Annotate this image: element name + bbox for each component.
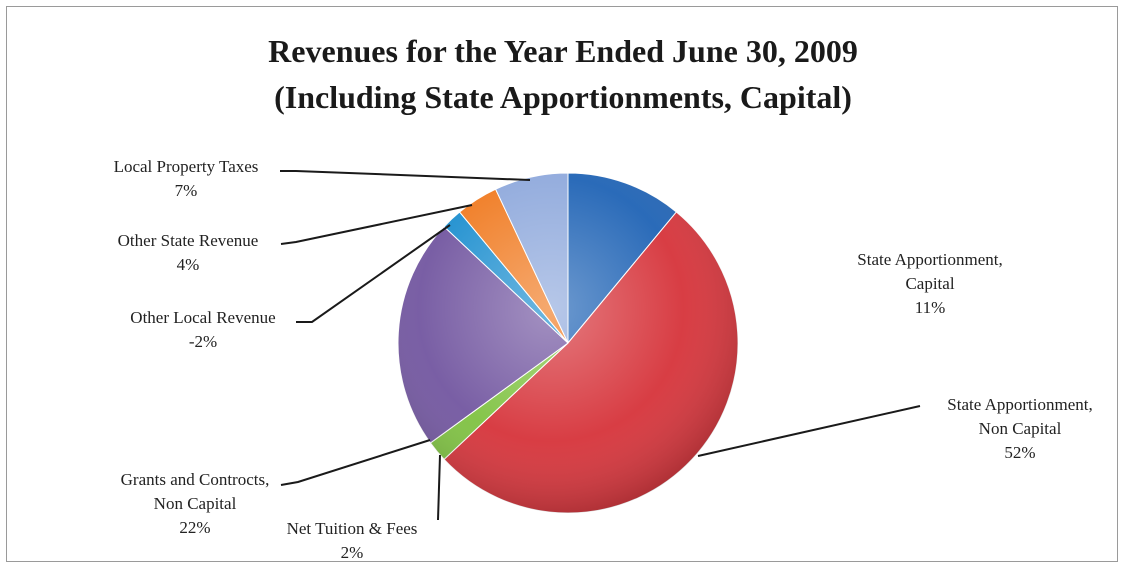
slice-label: Grants and Controcts, Non Capital 22% xyxy=(121,470,270,537)
slice-label: State Apportionment, Non Capital 52% xyxy=(947,395,1092,462)
slice-label: State Apportionment, Capital 11% xyxy=(857,250,1002,317)
slice-percent: -2% xyxy=(189,332,217,351)
slice-percent: 22% xyxy=(179,518,210,537)
leader-line xyxy=(280,170,531,181)
slice-name: Non Capital xyxy=(979,419,1062,438)
leader-line xyxy=(280,204,473,245)
slice-percent: 4% xyxy=(177,255,200,274)
leader-line xyxy=(296,224,451,323)
chart-title-line-2: (Including State Apportionments, Capital… xyxy=(274,79,852,115)
slice-name: Local Property Taxes xyxy=(114,157,259,176)
slice-name: State Apportionment, xyxy=(857,250,1002,269)
slice-name: Grants and Controcts, xyxy=(121,470,270,489)
leader-line xyxy=(437,454,441,521)
slice-name: State Apportionment, xyxy=(947,395,1092,414)
leader-line xyxy=(697,405,921,457)
chart-title: Revenues for the Year Ended June 30, 200… xyxy=(0,28,1126,120)
slice-percent: 2% xyxy=(341,543,364,562)
leader-line xyxy=(280,439,431,486)
slice-percent: 7% xyxy=(175,181,198,200)
chart-title-line-1: Revenues for the Year Ended June 30, 200… xyxy=(268,33,858,69)
slice-label: Other Local Revenue -2% xyxy=(130,308,275,351)
pie-shading xyxy=(398,173,738,513)
slice-name: Other Local Revenue xyxy=(130,308,275,327)
slice-label: Local Property Taxes 7% xyxy=(114,157,259,200)
slice-name: Capital xyxy=(905,274,954,293)
slice-name: Non Capital xyxy=(154,494,237,513)
slice-label: Net Tuition & Fees 2% xyxy=(287,519,418,562)
slice-percent: 11% xyxy=(915,298,946,317)
slice-name: Net Tuition & Fees xyxy=(287,519,418,538)
slice-percent: 52% xyxy=(1004,443,1035,462)
slice-label: Other State Revenue 4% xyxy=(118,231,259,274)
slice-name: Other State Revenue xyxy=(118,231,259,250)
